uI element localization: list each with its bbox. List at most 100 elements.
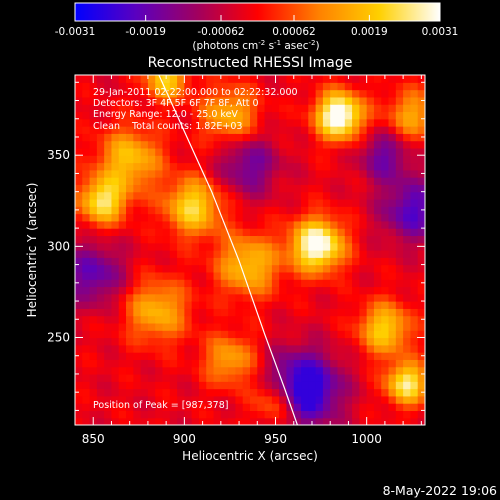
heatmap-cell [250, 198, 258, 207]
heatmap-cell [155, 271, 164, 280]
heatmap-cell [271, 250, 280, 258]
heatmap-cell [322, 250, 331, 258]
heatmap-cell [373, 308, 382, 317]
heatmap-cell [133, 271, 142, 280]
heatmap-cell [366, 184, 375, 193]
heatmap-cell [89, 250, 98, 258]
heatmap-cell [322, 111, 331, 120]
heatmap-cell [169, 271, 178, 280]
heatmap-cell [330, 264, 339, 273]
heatmap-cell [111, 359, 120, 368]
heatmap-cell [301, 293, 309, 302]
heatmap-cell [111, 322, 120, 331]
heatmap-cell [191, 198, 200, 207]
heatmap-cell [337, 198, 346, 207]
heatmap-cell [118, 206, 127, 215]
heatmap-cell [279, 271, 288, 280]
heatmap-cell [220, 162, 229, 171]
heatmap-cell [169, 352, 178, 360]
heatmap-cell [191, 308, 200, 317]
heatmap-cell [191, 191, 200, 200]
heatmap-cell [198, 344, 207, 353]
heatmap-cell [235, 228, 244, 237]
heatmap-cell [169, 169, 178, 178]
heatmap-cell [279, 279, 288, 288]
heatmap-cell [410, 82, 419, 91]
heatmap-cell [271, 133, 280, 142]
heatmap-cell [381, 337, 390, 346]
heatmap-cell [395, 96, 404, 105]
heatmap-cell [96, 111, 105, 120]
heatmap-cell [417, 82, 425, 91]
heatmap-cell [177, 147, 185, 156]
heatmap-cell [184, 126, 193, 134]
heatmap-cell [242, 89, 251, 98]
heatmap-cell [96, 308, 105, 317]
heatmap-cell [352, 381, 360, 390]
heatmap-cell [366, 403, 375, 412]
heatmap-cell [89, 155, 98, 164]
heatmap-cell [89, 373, 98, 382]
heatmap-cell [169, 337, 178, 346]
heatmap-cell [198, 293, 207, 302]
heatmap-cell [235, 235, 244, 244]
heatmap-cell [344, 359, 353, 368]
heatmap-cell [198, 96, 207, 105]
heatmap-cell [264, 75, 273, 83]
heatmap-cell [228, 301, 237, 309]
heatmap-cell [279, 104, 288, 113]
heatmap-cell [322, 322, 331, 331]
heatmap-cell [257, 213, 266, 222]
heatmap-cell [257, 104, 266, 113]
heatmap-cell [271, 235, 280, 244]
heatmap-cell [286, 301, 295, 309]
heatmap-cell [373, 177, 382, 185]
heatmap-cell [279, 133, 288, 142]
heatmap-cell [359, 352, 368, 360]
heatmap-cell [96, 315, 105, 324]
heatmap-cell [147, 104, 156, 113]
heatmap-cell [293, 308, 302, 317]
heatmap-cell [373, 257, 382, 266]
heatmap-cell [169, 111, 178, 120]
heatmap-cell [417, 147, 425, 156]
heatmap-cell [322, 366, 331, 375]
heatmap-cell [228, 388, 237, 397]
heatmap-cell [96, 140, 105, 149]
heatmap-cell [366, 344, 375, 353]
heatmap-cell [89, 301, 98, 309]
heatmap-cell [213, 373, 222, 382]
heatmap-cell [177, 315, 185, 324]
heatmap-cell [381, 395, 390, 404]
heatmap-cell [213, 293, 222, 302]
heatmap-cell [344, 410, 353, 419]
heatmap-cell [264, 337, 273, 346]
heatmap-cell [162, 242, 171, 251]
heatmap-cell [220, 388, 229, 397]
heatmap-cell [308, 111, 317, 120]
heatmap-cell [82, 410, 91, 419]
heatmap-cell [155, 155, 164, 164]
heatmap-cell [147, 206, 156, 215]
heatmap-cell [242, 96, 251, 105]
heatmap-cell [75, 264, 83, 273]
heatmap-cell [96, 147, 105, 156]
heatmap-cell [315, 133, 324, 142]
heatmap-cell [381, 206, 390, 215]
heatmap-cell [162, 96, 171, 105]
heatmap-cell [184, 104, 193, 113]
heatmap-cell [162, 366, 171, 375]
heatmap-cell [417, 155, 425, 164]
heatmap-cell [315, 126, 324, 134]
heatmap-cell [111, 395, 120, 404]
heatmap-cell [242, 330, 251, 339]
heatmap-cell [184, 403, 193, 412]
heatmap-cell [198, 388, 207, 397]
heatmap-cell [388, 366, 397, 375]
heatmap-cell [111, 206, 120, 215]
heatmap-cell [89, 111, 98, 120]
heatmap-cell [373, 140, 382, 149]
heatmap-cell [228, 337, 237, 346]
heatmap-cell [301, 257, 309, 266]
heatmap-cell [344, 206, 353, 215]
